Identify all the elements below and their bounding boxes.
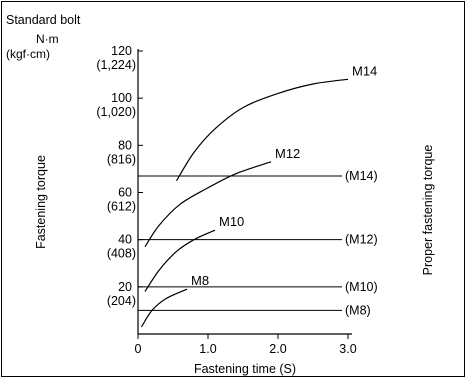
- y-tick-sublabel: (1,020): [96, 105, 136, 119]
- series-curve-m10: [144, 229, 216, 292]
- y-tick-label: 120: [111, 44, 132, 58]
- chart-title: Standard bolt: [6, 13, 81, 27]
- y-tick-label: 40: [118, 233, 132, 247]
- x-axis-label: Fastening time (S): [194, 362, 296, 376]
- y-tick-label: 100: [111, 91, 132, 105]
- y-tick-label: 20: [118, 280, 132, 294]
- unit-secondary: (kgf·cm): [6, 47, 50, 61]
- x-tick-label: 0: [135, 342, 142, 356]
- y-tick-sublabel: (204): [107, 294, 136, 308]
- series-label-m10: M10: [219, 214, 244, 229]
- y-tick-sublabel: (612): [107, 200, 136, 214]
- x-tick-label: 2.0: [269, 342, 286, 356]
- proper-torque-label: (M14): [345, 169, 378, 183]
- y-tick-label: 80: [118, 138, 132, 152]
- x-tick-label: 1.0: [199, 342, 216, 356]
- y-tick-sublabel: (816): [107, 152, 136, 166]
- series-label-m12: M12: [275, 146, 300, 161]
- right-axis-label: Proper fastening torque: [421, 145, 435, 276]
- series-curve-m8: [140, 288, 188, 328]
- series-label-m14: M14: [352, 63, 377, 78]
- y-tick-label: 60: [118, 186, 132, 200]
- proper-torque-label: (M8): [345, 303, 371, 317]
- series-curve-m12: [144, 161, 272, 248]
- proper-torque-label: (M10): [345, 280, 378, 294]
- y-axis-label: Fastening torque: [34, 155, 48, 249]
- y-tick-sublabel: (408): [107, 247, 136, 261]
- y-tick-sublabel: (1,224): [96, 58, 136, 72]
- series-label-m8: M8: [191, 273, 209, 288]
- x-tick-label: 3.0: [339, 342, 356, 356]
- series-curve-m14: [175, 78, 349, 182]
- proper-torque-label: (M12): [345, 233, 378, 247]
- unit-primary: N·m: [36, 32, 59, 46]
